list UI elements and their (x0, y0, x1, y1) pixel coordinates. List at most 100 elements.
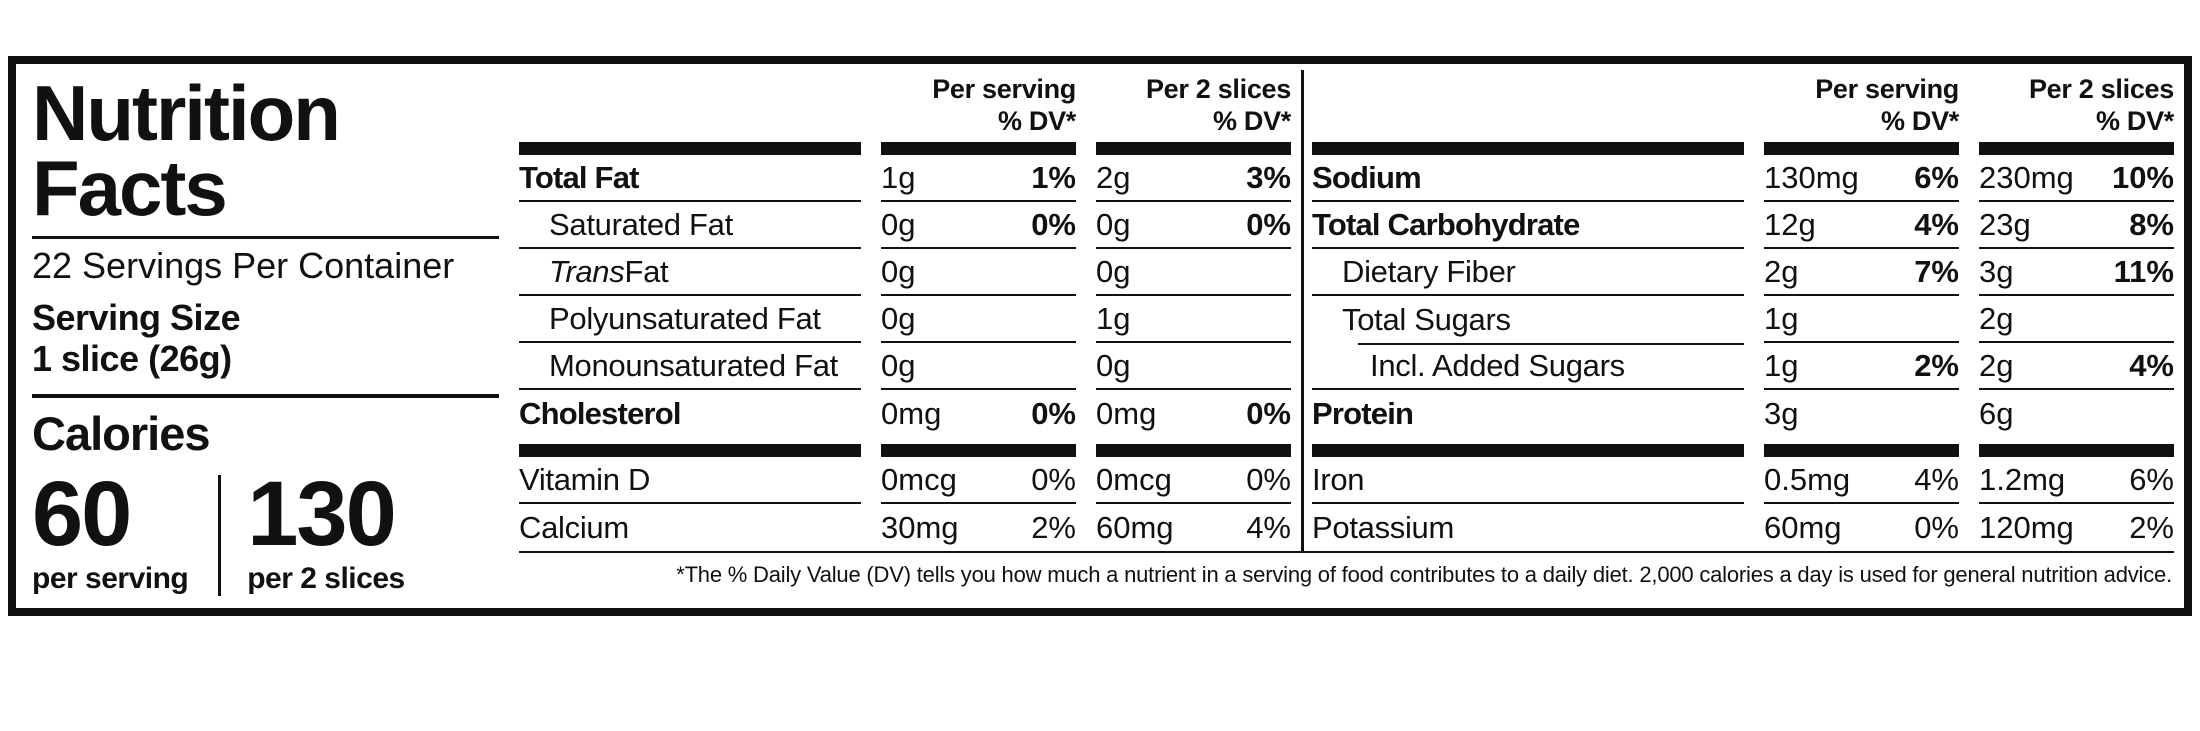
dv-per-2-slices: 0% (1246, 461, 1291, 497)
per-2-slices-cell: 2g 3% (1096, 155, 1291, 202)
amount-per-2-slices: 0g (1096, 253, 1131, 289)
section-bar-segment (1979, 444, 2174, 457)
per-serving-cell: 30mg 2% (881, 504, 1076, 551)
nutrient-name-italic: Trans (549, 253, 625, 289)
label-title: Nutrition Facts (32, 74, 499, 227)
amount-per-2-slices: 0mcg (1096, 461, 1172, 497)
section-bar-segment (1764, 444, 1959, 457)
dv-per-2-slices: 8% (2129, 206, 2174, 242)
per-serving-cell: 12g 4% (1764, 202, 1959, 249)
nutrient-name: Potassium (1312, 509, 1455, 545)
section-divider-bar (1312, 142, 2174, 155)
amount-per-serving: 0.5mg (1764, 461, 1851, 497)
nutrient-name: Protein (1312, 395, 1414, 431)
label-identity-panel: Nutrition Facts 22 Servings Per Containe… (16, 64, 513, 608)
amount-per-serving: 1g (881, 159, 916, 195)
nutrient-row: Saturated Fat 0g 0% 0g 0% (519, 202, 1291, 249)
nutrient-row: Total Carbohydrate 12g 4% 23g 8% (1312, 202, 2174, 249)
per-serving-cell: 0mg 0% (881, 390, 1076, 437)
nutrient-row: Calcium 30mg 2% 60mg 4% (519, 504, 1291, 551)
calories-per-serving-value: 60 (32, 462, 132, 565)
dv-per-serving: 2% (1031, 509, 1076, 545)
nutrient-row: Potassium 60mg 0% 120mg 2% (1312, 504, 2174, 551)
dv-per-2-slices: 0% (1246, 395, 1291, 431)
dv-per-2-slices: 4% (1246, 509, 1291, 545)
per-serving-cell: 1g (1764, 296, 1959, 343)
per-serving-cell: 1g 1% (881, 155, 1076, 202)
amount-per-2-slices: 2g (1096, 159, 1131, 195)
amount-per-2-slices: 1g (1096, 300, 1131, 336)
nutrient-name: Calcium (519, 509, 629, 545)
dv-per-serving: 0% (1031, 395, 1076, 431)
daily-value-footnote: *The % Daily Value (DV) tells you how mu… (676, 562, 2172, 587)
nutrient-row: Total Fat 1g 1% 2g 3% (519, 155, 1291, 202)
nutrient-name: Total Carbohydrate (1312, 202, 1744, 249)
per-serving-cell: 0mcg 0% (881, 457, 1076, 504)
nutrient-row: Dietary Fiber 2g 7% 3g 11% (1312, 249, 2174, 296)
amount-per-serving: 1g (1764, 300, 1799, 336)
amount-per-2-slices: 1.2mg (1979, 461, 2066, 497)
per-serving-cell: 0g (881, 249, 1076, 296)
calories-per-serving-caption: per serving (32, 562, 189, 596)
per-2-slices-header-label: Per 2 slices (1145, 74, 1291, 104)
per-2-slices-cell: 3g 11% (1979, 249, 2174, 296)
nutrient-name: Trans Fat (519, 249, 861, 296)
per-2-slices-cell: 1g (1096, 296, 1291, 343)
dv-per-2-slices: 10% (2111, 159, 2174, 195)
dv-per-serving: 6% (1914, 159, 1959, 195)
per-2-slices-cell: 1.2mg 6% (1979, 457, 2174, 504)
serving-size-label: Serving Size (32, 296, 241, 338)
per-serving-cell: 60mg 0% (1764, 504, 1959, 551)
serving-size-value: 1 slice (26g) (32, 338, 232, 380)
amount-per-serving: 0mcg (881, 461, 957, 497)
dv-per-2-slices: 2% (2129, 509, 2174, 545)
amount-per-2-slices: 2g (1979, 347, 2014, 383)
dv-per-serving: 0% (1031, 206, 1076, 242)
calories-per-2-slices-block: 130 per 2 slices (247, 468, 405, 596)
per-serving-header-label: Per serving (1815, 74, 1959, 104)
per-2-slices-cell: 23g 8% (1979, 202, 2174, 249)
dv-per-serving: 0% (1031, 461, 1076, 497)
calories-per-2-slices-caption: per 2 slices (247, 562, 405, 596)
section-bar-segment (881, 444, 1076, 457)
per-2-slices-cell: 2g (1979, 296, 2174, 343)
nutrient-name: Cholesterol (519, 395, 682, 431)
per-2-slices-cell: 60mg 4% (1096, 504, 1291, 551)
column-headers: Per serving % DV* Per 2 slices % DV* (519, 70, 1291, 140)
nutrient-row: Total Sugars 1g 2g (1312, 296, 2174, 345)
per-2-slices-cell: 0g (1096, 249, 1291, 296)
dv-per-serving: 7% (1914, 253, 1959, 289)
per-serving-dv-label: % DV* (997, 105, 1076, 136)
amount-per-serving: 0g (881, 347, 916, 383)
per-serving-cell: 3g (1764, 390, 1959, 437)
per-serving-cell: 130mg 6% (1764, 155, 1959, 202)
per-2-slices-cell: 0mg 0% (1096, 390, 1291, 437)
per-2-slices-cell: 0mcg 0% (1096, 457, 1291, 504)
amount-per-2-slices: 60mg (1096, 509, 1174, 545)
per-serving-cell: 0.5mg 4% (1764, 457, 1959, 504)
section-divider-bar (519, 142, 1291, 155)
nutrient-name: Total Sugars (1312, 296, 1744, 345)
dv-per-2-slices: 4% (2129, 347, 2174, 383)
per-2-slices-cell: 0g 0% (1096, 202, 1291, 249)
calories-per-serving-block: 60 per serving (32, 462, 189, 596)
amount-per-2-slices: 0mg (1096, 395, 1157, 431)
amount-per-2-slices: 6g (1979, 395, 2014, 431)
amount-per-2-slices: 120mg (1979, 509, 2074, 545)
section-bar-segment (1096, 142, 1291, 155)
nutrient-name: Monounsaturated Fat (519, 343, 861, 390)
amount-per-serving: 0mg (881, 395, 942, 431)
header-spacer (1312, 74, 1744, 138)
calories-heading: Calories (32, 406, 210, 460)
serving-size: Serving Size 1 slice (26g) (32, 297, 499, 380)
per-serving-header: Per serving % DV* (881, 74, 1076, 138)
dv-per-2-slices: 3% (1246, 159, 1291, 195)
nutrient-row: Polyunsaturated Fat 0g 1g (519, 296, 1291, 343)
per-serving-header: Per serving % DV* (1764, 74, 1959, 138)
amount-per-2-slices: 0g (1096, 347, 1131, 383)
per-serving-cell: 0g (881, 343, 1076, 390)
nutrient-name: Polyunsaturated Fat (519, 296, 861, 343)
amount-per-serving: 30mg (881, 509, 959, 545)
dv-per-2-slices: 6% (2129, 461, 2174, 497)
nutrient-name: Dietary Fiber (1312, 249, 1744, 296)
